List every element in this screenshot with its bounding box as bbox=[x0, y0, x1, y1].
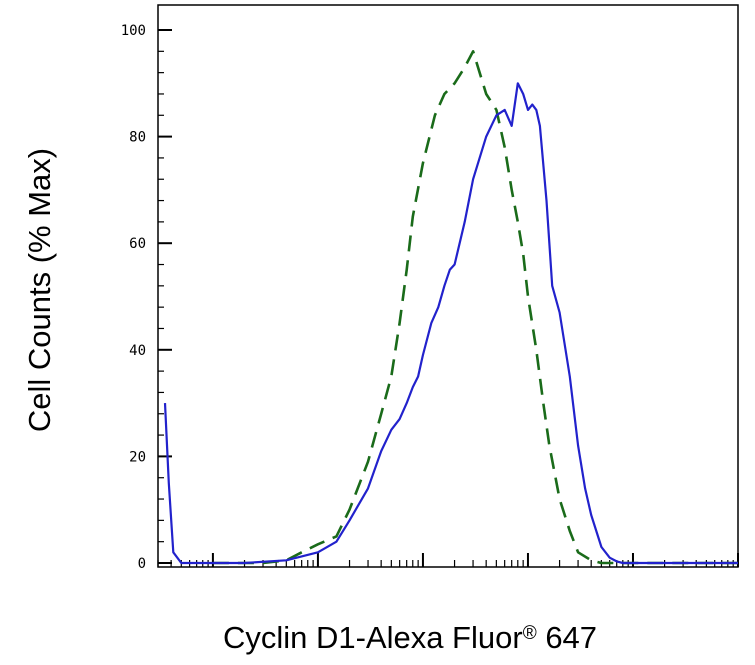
x-axis-title-main: Cyclin D1-Alexa Fluor bbox=[223, 620, 523, 655]
y-axis-ticks: 0 20 40 60 80 100 bbox=[121, 23, 172, 572]
x-axis-title-registered-mark: ® bbox=[523, 623, 537, 644]
y-tick-label: 40 bbox=[129, 343, 146, 359]
x-axis-title: Cyclin D1-Alexa Fluor® 647 bbox=[223, 620, 597, 655]
y-tick-label: 0 bbox=[138, 556, 146, 572]
y-tick-label: 60 bbox=[129, 236, 146, 252]
histogram-solid-blue-line bbox=[163, 82, 738, 565]
y-tick-label: 20 bbox=[129, 449, 146, 465]
y-tick-label: 80 bbox=[129, 130, 146, 146]
y-axis-title: Cell Counts (% Max) bbox=[22, 148, 57, 432]
plot-frame bbox=[157, 4, 739, 568]
x-axis-ticks bbox=[157, 553, 739, 567]
x-axis-title-suffix: 647 bbox=[537, 620, 597, 655]
histogram-dashed-green-line bbox=[212, 50, 738, 565]
series-layer bbox=[163, 50, 738, 565]
y-tick-label: 100 bbox=[121, 23, 146, 39]
